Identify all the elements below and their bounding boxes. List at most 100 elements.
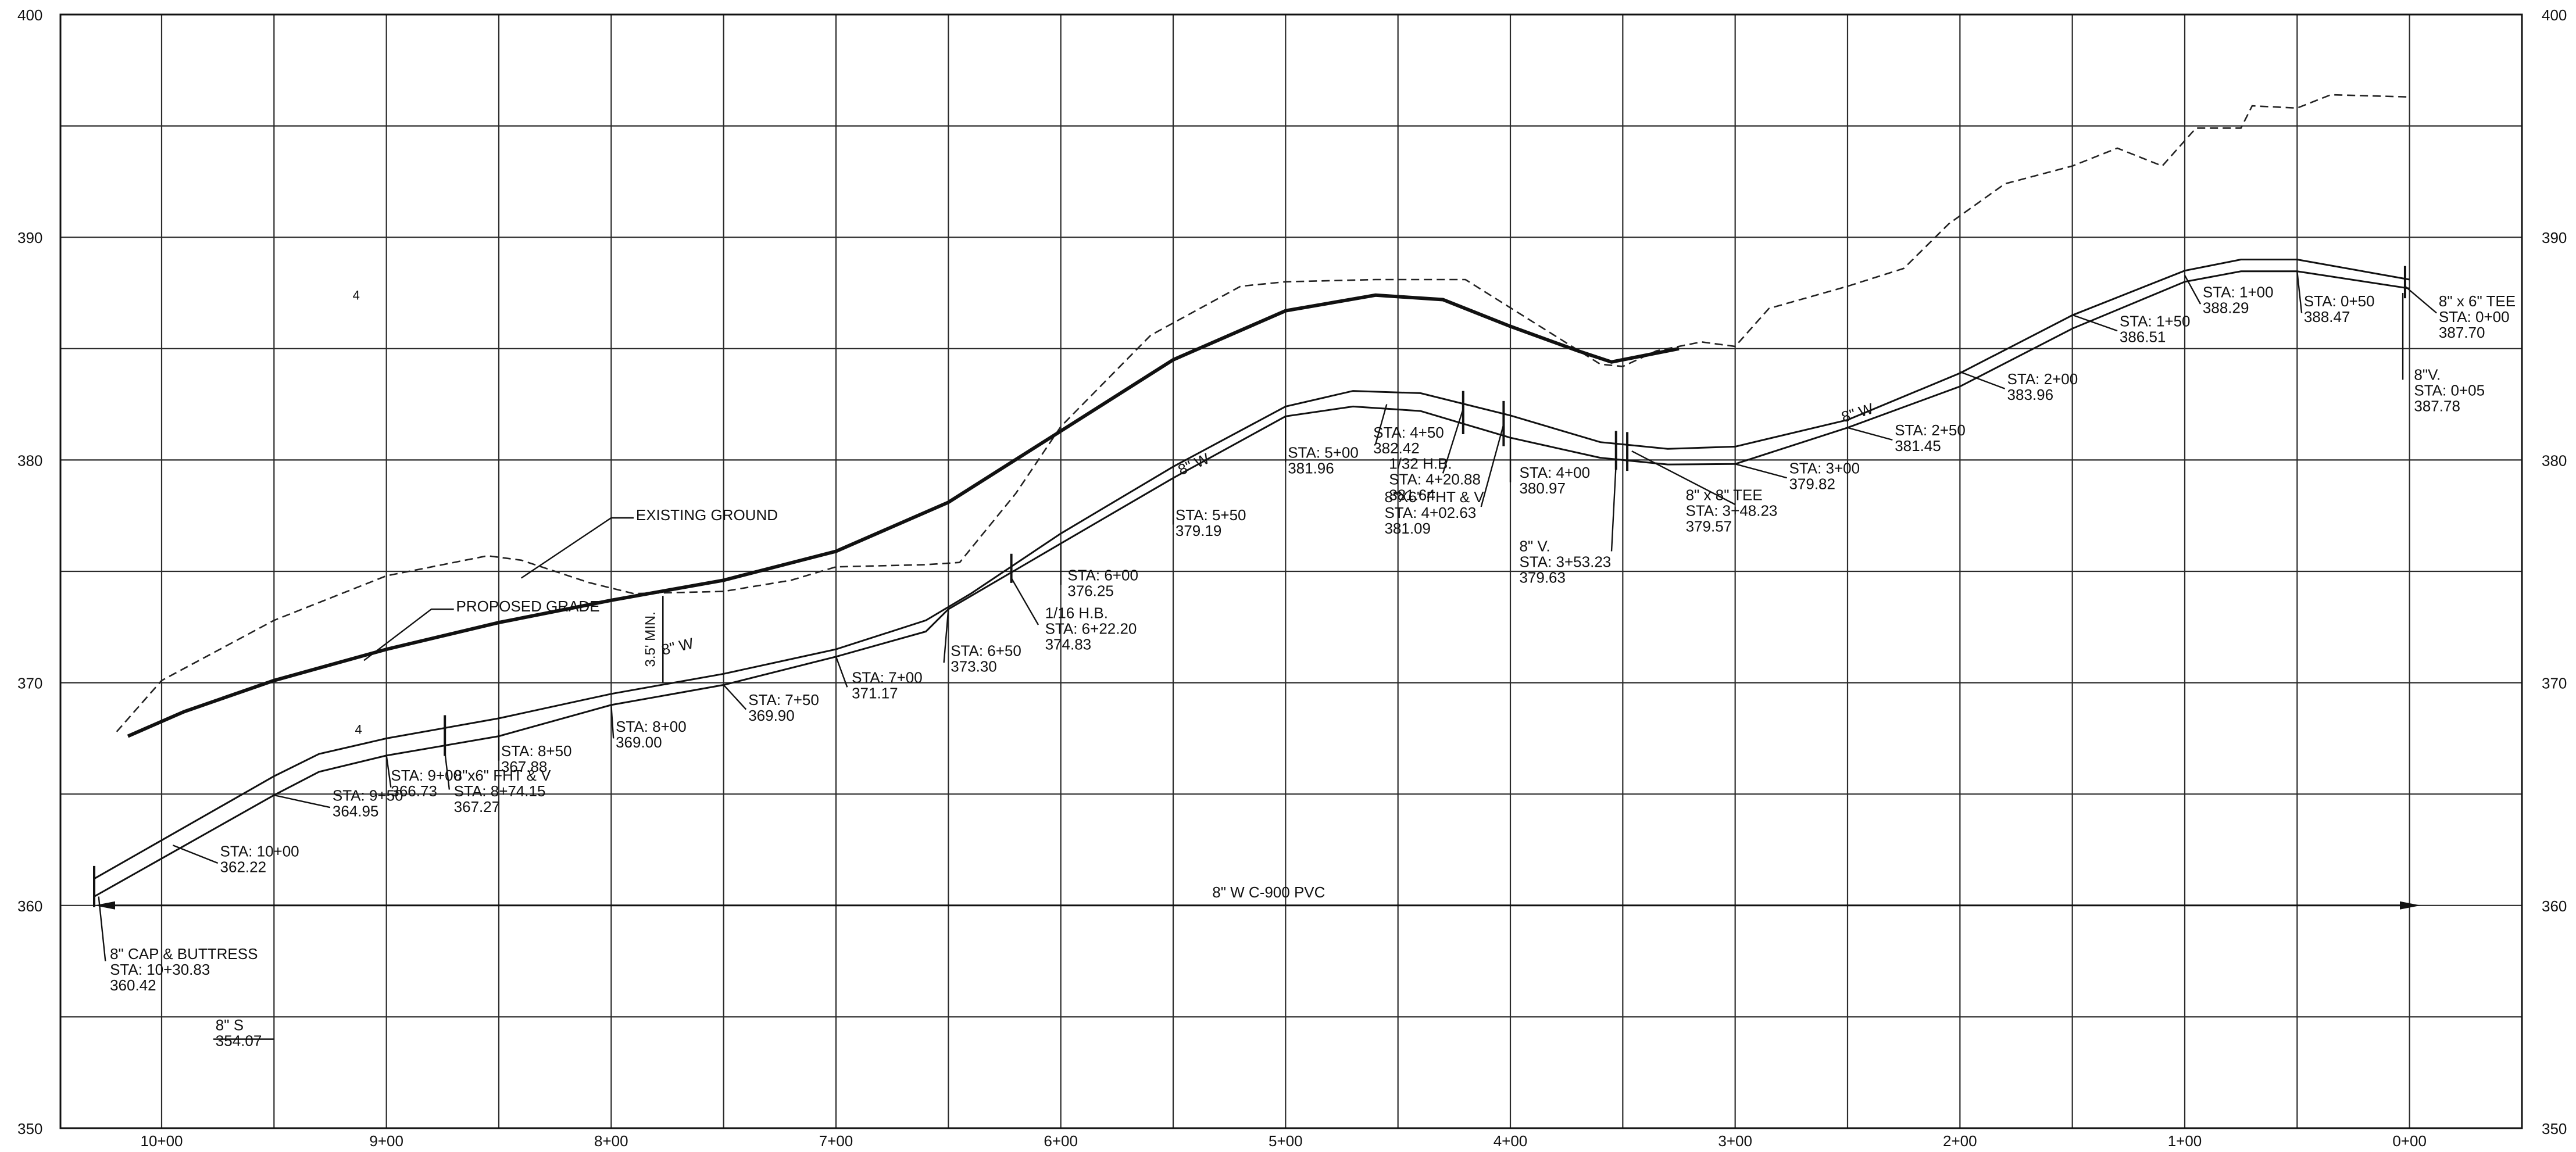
stray-mark: 4 bbox=[355, 722, 362, 737]
annotation-text: 366.73 bbox=[391, 782, 437, 800]
leader-line bbox=[172, 845, 219, 864]
annotation-text: STA: 1+50 bbox=[2120, 312, 2191, 330]
annotation-proposed-grade-label: PROPOSED GRADE bbox=[363, 598, 600, 661]
elevation-label-left: 380 bbox=[17, 452, 42, 469]
annotation-text: STA: 6+00 bbox=[1067, 566, 1138, 584]
leader-line bbox=[1374, 404, 1388, 445]
station-label: 0+00 bbox=[2392, 1132, 2427, 1150]
annotation-text: 369.90 bbox=[748, 707, 795, 724]
main-line-label: 8" W C-900 PVC bbox=[1212, 883, 1325, 901]
leader-line bbox=[444, 752, 451, 790]
arrow-right-icon bbox=[2400, 901, 2421, 910]
annotation-text: 371.17 bbox=[852, 685, 898, 702]
annotation-text: PROPOSED GRADE bbox=[456, 598, 600, 615]
water-pipe-bottom-line bbox=[94, 270, 2410, 897]
annotation-text: STA: 6+50 bbox=[951, 642, 1021, 660]
station-label: 2+00 bbox=[1943, 1132, 1977, 1150]
station-label: 8+00 bbox=[594, 1132, 628, 1150]
annotation-text: STA: 8+74.15 bbox=[454, 782, 546, 800]
annotation-text: 388.47 bbox=[2304, 308, 2350, 325]
fittings bbox=[93, 266, 2406, 907]
elevation-label-right: 380 bbox=[2542, 452, 2567, 469]
annotation-text: STA: 9+50 bbox=[333, 787, 403, 804]
annotation-text: 374.83 bbox=[1045, 635, 1092, 653]
leader-line bbox=[1959, 371, 2006, 389]
annotation-text: 387.70 bbox=[2439, 324, 2485, 341]
annotation-text: 381.09 bbox=[1384, 520, 1431, 537]
existing-ground-line bbox=[116, 94, 2410, 732]
annotation-text: STA: 2+50 bbox=[1895, 421, 1966, 439]
leader-line bbox=[1610, 464, 1617, 552]
annotation-text: STA: 8+00 bbox=[616, 718, 687, 735]
annotation-text: 360.42 bbox=[110, 976, 156, 994]
annotation-text: 381.64 bbox=[1389, 486, 1435, 504]
annotation-text: 8" x 6" TEE bbox=[2439, 292, 2516, 310]
annotation-text: 373.30 bbox=[951, 658, 997, 675]
annotation-text: STA: 4+20.88 bbox=[1389, 471, 1481, 488]
leader-line bbox=[723, 684, 747, 710]
annotation-text: STA: 3+48.23 bbox=[1686, 502, 1778, 519]
annotation-text: STA: 9+00 bbox=[391, 767, 462, 784]
annotation-text: 8" V. bbox=[1519, 538, 1550, 555]
proposed-grade-line bbox=[127, 293, 1680, 738]
annotation-text: 8" CAP & BUTTRESS bbox=[110, 945, 258, 963]
annotation-text: 381.45 bbox=[1895, 437, 1941, 455]
annotation-text: 8"x6" FHT & V bbox=[454, 767, 551, 784]
leader-line bbox=[2404, 285, 2437, 314]
annotation-text: STA: 10+00 bbox=[220, 842, 299, 860]
station-label: 4+00 bbox=[1494, 1132, 1528, 1150]
annotation-text: STA: 6+22.20 bbox=[1045, 620, 1137, 637]
annotation-text: 379.63 bbox=[1519, 569, 1566, 586]
annotation-text: 367.27 bbox=[454, 798, 501, 815]
stray-mark: 4 bbox=[353, 288, 360, 302]
leader-line bbox=[943, 609, 949, 663]
leader-line bbox=[1480, 424, 1505, 507]
annotation-text: STA: 5+50 bbox=[1176, 506, 1246, 524]
annotation-text: STA: 7+50 bbox=[748, 691, 819, 709]
annotation-text: 379.57 bbox=[1686, 517, 1732, 535]
pipe-label: 8" W bbox=[1176, 449, 1212, 478]
annotation-text: 379.19 bbox=[1176, 522, 1222, 539]
leader-line bbox=[1847, 427, 1893, 441]
leader-line bbox=[2296, 271, 2303, 313]
elevation-label-left: 360 bbox=[17, 897, 42, 915]
annotation-text: STA: 4+02.63 bbox=[1384, 504, 1476, 521]
station-label: 3+00 bbox=[1718, 1132, 1752, 1150]
annotation-text: 387.78 bbox=[2414, 397, 2460, 414]
station-label: 5+00 bbox=[1269, 1132, 1303, 1150]
station-label: 7+00 bbox=[819, 1132, 853, 1150]
main-line-dimension: 8" W C-900 PVC bbox=[94, 883, 2421, 910]
station-label: 6+00 bbox=[1044, 1132, 1078, 1150]
annotation-text: 8"V. bbox=[2414, 366, 2441, 383]
elevation-label-left: 400 bbox=[17, 6, 42, 24]
annotation-text: STA: 2+00 bbox=[2007, 370, 2078, 388]
leader-line bbox=[363, 608, 454, 661]
annotation-text: 8" S bbox=[216, 1016, 244, 1033]
annotation-text: 8"X6" FHT & V bbox=[1384, 488, 1484, 506]
arrow-left-icon bbox=[94, 901, 115, 910]
elevation-label-right: 370 bbox=[2542, 675, 2567, 692]
elevation-label-right: 400 bbox=[2542, 6, 2567, 24]
annotation-text: 8" x 8" TEE bbox=[1686, 486, 1763, 503]
annotation-text: 1/16 H.B. bbox=[1045, 604, 1108, 621]
annotation-text: 354.07 bbox=[216, 1032, 262, 1049]
annotation-text: STA: 0+00 bbox=[2439, 308, 2510, 325]
elevation-label-right: 350 bbox=[2542, 1120, 2567, 1137]
